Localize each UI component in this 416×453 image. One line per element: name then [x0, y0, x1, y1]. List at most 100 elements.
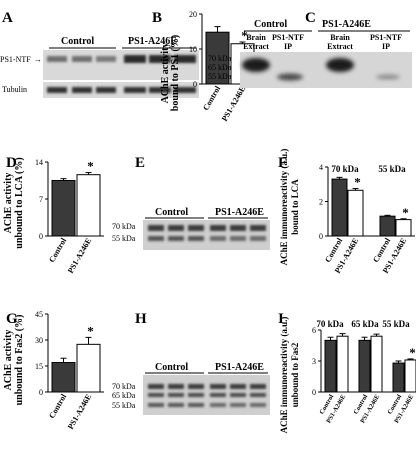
- y-tick-label: 2: [319, 198, 323, 207]
- group-label-control: Control: [61, 36, 94, 47]
- group-header: 65 kDa: [351, 319, 379, 329]
- marker-label: 55 kDa: [112, 234, 136, 243]
- y-tick-label: 20: [189, 10, 197, 19]
- y-tick-label: 4: [319, 163, 323, 172]
- bar: [358, 339, 371, 393]
- category-label: Control: [201, 84, 222, 112]
- blot-image: [43, 50, 199, 80]
- y-tick-label: 45: [35, 310, 43, 319]
- y-axis-label: AChE immunoreactivity (a.u.): [279, 317, 289, 434]
- panel-i: I AChE immunoreactivity (a.u.) unbound t…: [278, 311, 416, 433]
- blot-bands: [242, 58, 400, 81]
- y-tick-label: 0: [39, 388, 43, 397]
- plot-area: 0 7 14 Control * PS1-A246E: [35, 158, 104, 275]
- y-axis-label: unbound to Fas2: [290, 342, 300, 407]
- panel-c: C Control PS1-A246E Brain Extract PS1-NT…: [208, 10, 412, 88]
- bar: [76, 174, 101, 237]
- panel-letter: E: [135, 155, 145, 171]
- significance-star: *: [402, 205, 409, 220]
- panel-letter: A: [2, 10, 13, 26]
- blot-bands: [148, 384, 266, 407]
- group-label-control: Control: [155, 207, 188, 218]
- lane-label: IP: [284, 42, 292, 51]
- y-tick-label: 14: [35, 158, 43, 167]
- group-label-mutant: PS1-A246E: [128, 36, 177, 47]
- significance-star: *: [354, 175, 361, 190]
- panel-letter: C: [305, 10, 316, 26]
- blot-image: [43, 82, 199, 98]
- marker-label: 70 kDa: [112, 382, 136, 391]
- y-tick-label: 6: [312, 326, 316, 335]
- bar: [395, 219, 412, 237]
- panel-a: A Control PS1-A246E PS1-NTF → Tubulin: [0, 10, 199, 98]
- y-tick-label: 0: [193, 80, 197, 89]
- group-label-mutant: PS1-A246E: [215, 362, 264, 373]
- blot-image: [143, 220, 270, 250]
- group-header: 55 kDa: [378, 164, 406, 174]
- significance-star: *: [409, 345, 416, 360]
- group-label-control: Control: [155, 362, 188, 373]
- category-label: PS1-A246E: [66, 237, 93, 275]
- category-label: Control: [47, 236, 68, 264]
- band-label-tubulin: Tubulin: [2, 85, 27, 94]
- y-axis-label: AChE activity: [160, 43, 171, 104]
- y-tick-label: 10: [189, 45, 197, 54]
- blot-image: [240, 52, 412, 88]
- category-label: Control: [47, 392, 68, 420]
- y-tick-label: 3: [312, 357, 316, 366]
- y-axis-label: bound to LCA: [290, 179, 300, 235]
- y-tick-label: 0: [312, 388, 316, 397]
- lane-label: Extract: [243, 42, 269, 51]
- blot-bands: [47, 55, 196, 63]
- marker-label: 55 kDa: [112, 401, 136, 410]
- panel-letter: G: [6, 311, 18, 327]
- bar: [51, 362, 76, 393]
- y-tick-label: 30: [35, 336, 43, 345]
- blot-bands: [47, 87, 196, 93]
- panel-d: D AChE activity unbound to LCA (%) 0 7 14 C…: [3, 155, 104, 275]
- blot-image: [143, 375, 270, 415]
- lane-label: PS1-NTF: [272, 33, 304, 42]
- band-label-ps1: PS1-NTF: [0, 55, 31, 64]
- panel-letter: D: [6, 155, 17, 171]
- panel-h: H Control PS1-A246E 70 kDa 65 kDa: [112, 311, 270, 415]
- bar: [347, 189, 364, 237]
- bar: [404, 359, 416, 393]
- group-label-mutant: PS1-A246E: [322, 19, 371, 30]
- bar: [336, 335, 349, 393]
- panel-letter: H: [135, 311, 147, 327]
- category-label: PS1-A246E: [220, 85, 247, 123]
- marker-label: 55 kDa: [208, 72, 232, 81]
- panel-g: G AChE activity unbound to Fas2 (%) 0 15 3…: [3, 310, 104, 431]
- y-axis-label: bound to PS1 (%): [170, 35, 181, 111]
- y-axis-label: unbound to Fas2 (%): [14, 315, 25, 406]
- marker-label: 70 kDa: [208, 54, 232, 63]
- lane-label: Brain: [330, 33, 350, 42]
- y-axis-label: unbound to LCA (%): [14, 157, 25, 248]
- lane-label: Brain: [246, 33, 266, 42]
- y-tick-label: 0: [39, 232, 43, 241]
- group-header: 55 kDa: [382, 319, 410, 329]
- y-tick-label: 7: [39, 195, 43, 204]
- lane-label: PS1-NTF: [370, 33, 402, 42]
- panel-e: E Control PS1-A246E 70 kDa 55 kDa: [112, 155, 270, 250]
- arrow-icon: →: [34, 55, 42, 64]
- marker-label: 70 kDa: [112, 222, 136, 231]
- bar: [392, 362, 405, 393]
- group-header: 70 kDa: [316, 319, 344, 329]
- panel-letter: F: [278, 155, 287, 171]
- y-axis-label: AChE immunoreactivity (a.u.): [279, 149, 289, 266]
- group-label-control: Control: [254, 19, 287, 30]
- bar: [331, 178, 348, 237]
- bar: [370, 335, 383, 393]
- category-label: PS1-A246E: [66, 393, 93, 431]
- y-tick-label: 0: [319, 232, 323, 241]
- lane-label: IP: [382, 42, 390, 51]
- bar: [76, 343, 101, 393]
- y-axis-label: AChE activity: [3, 330, 14, 391]
- group-label-mutant: PS1-A246E: [215, 207, 264, 218]
- marker-label: 65 kDa: [112, 391, 136, 400]
